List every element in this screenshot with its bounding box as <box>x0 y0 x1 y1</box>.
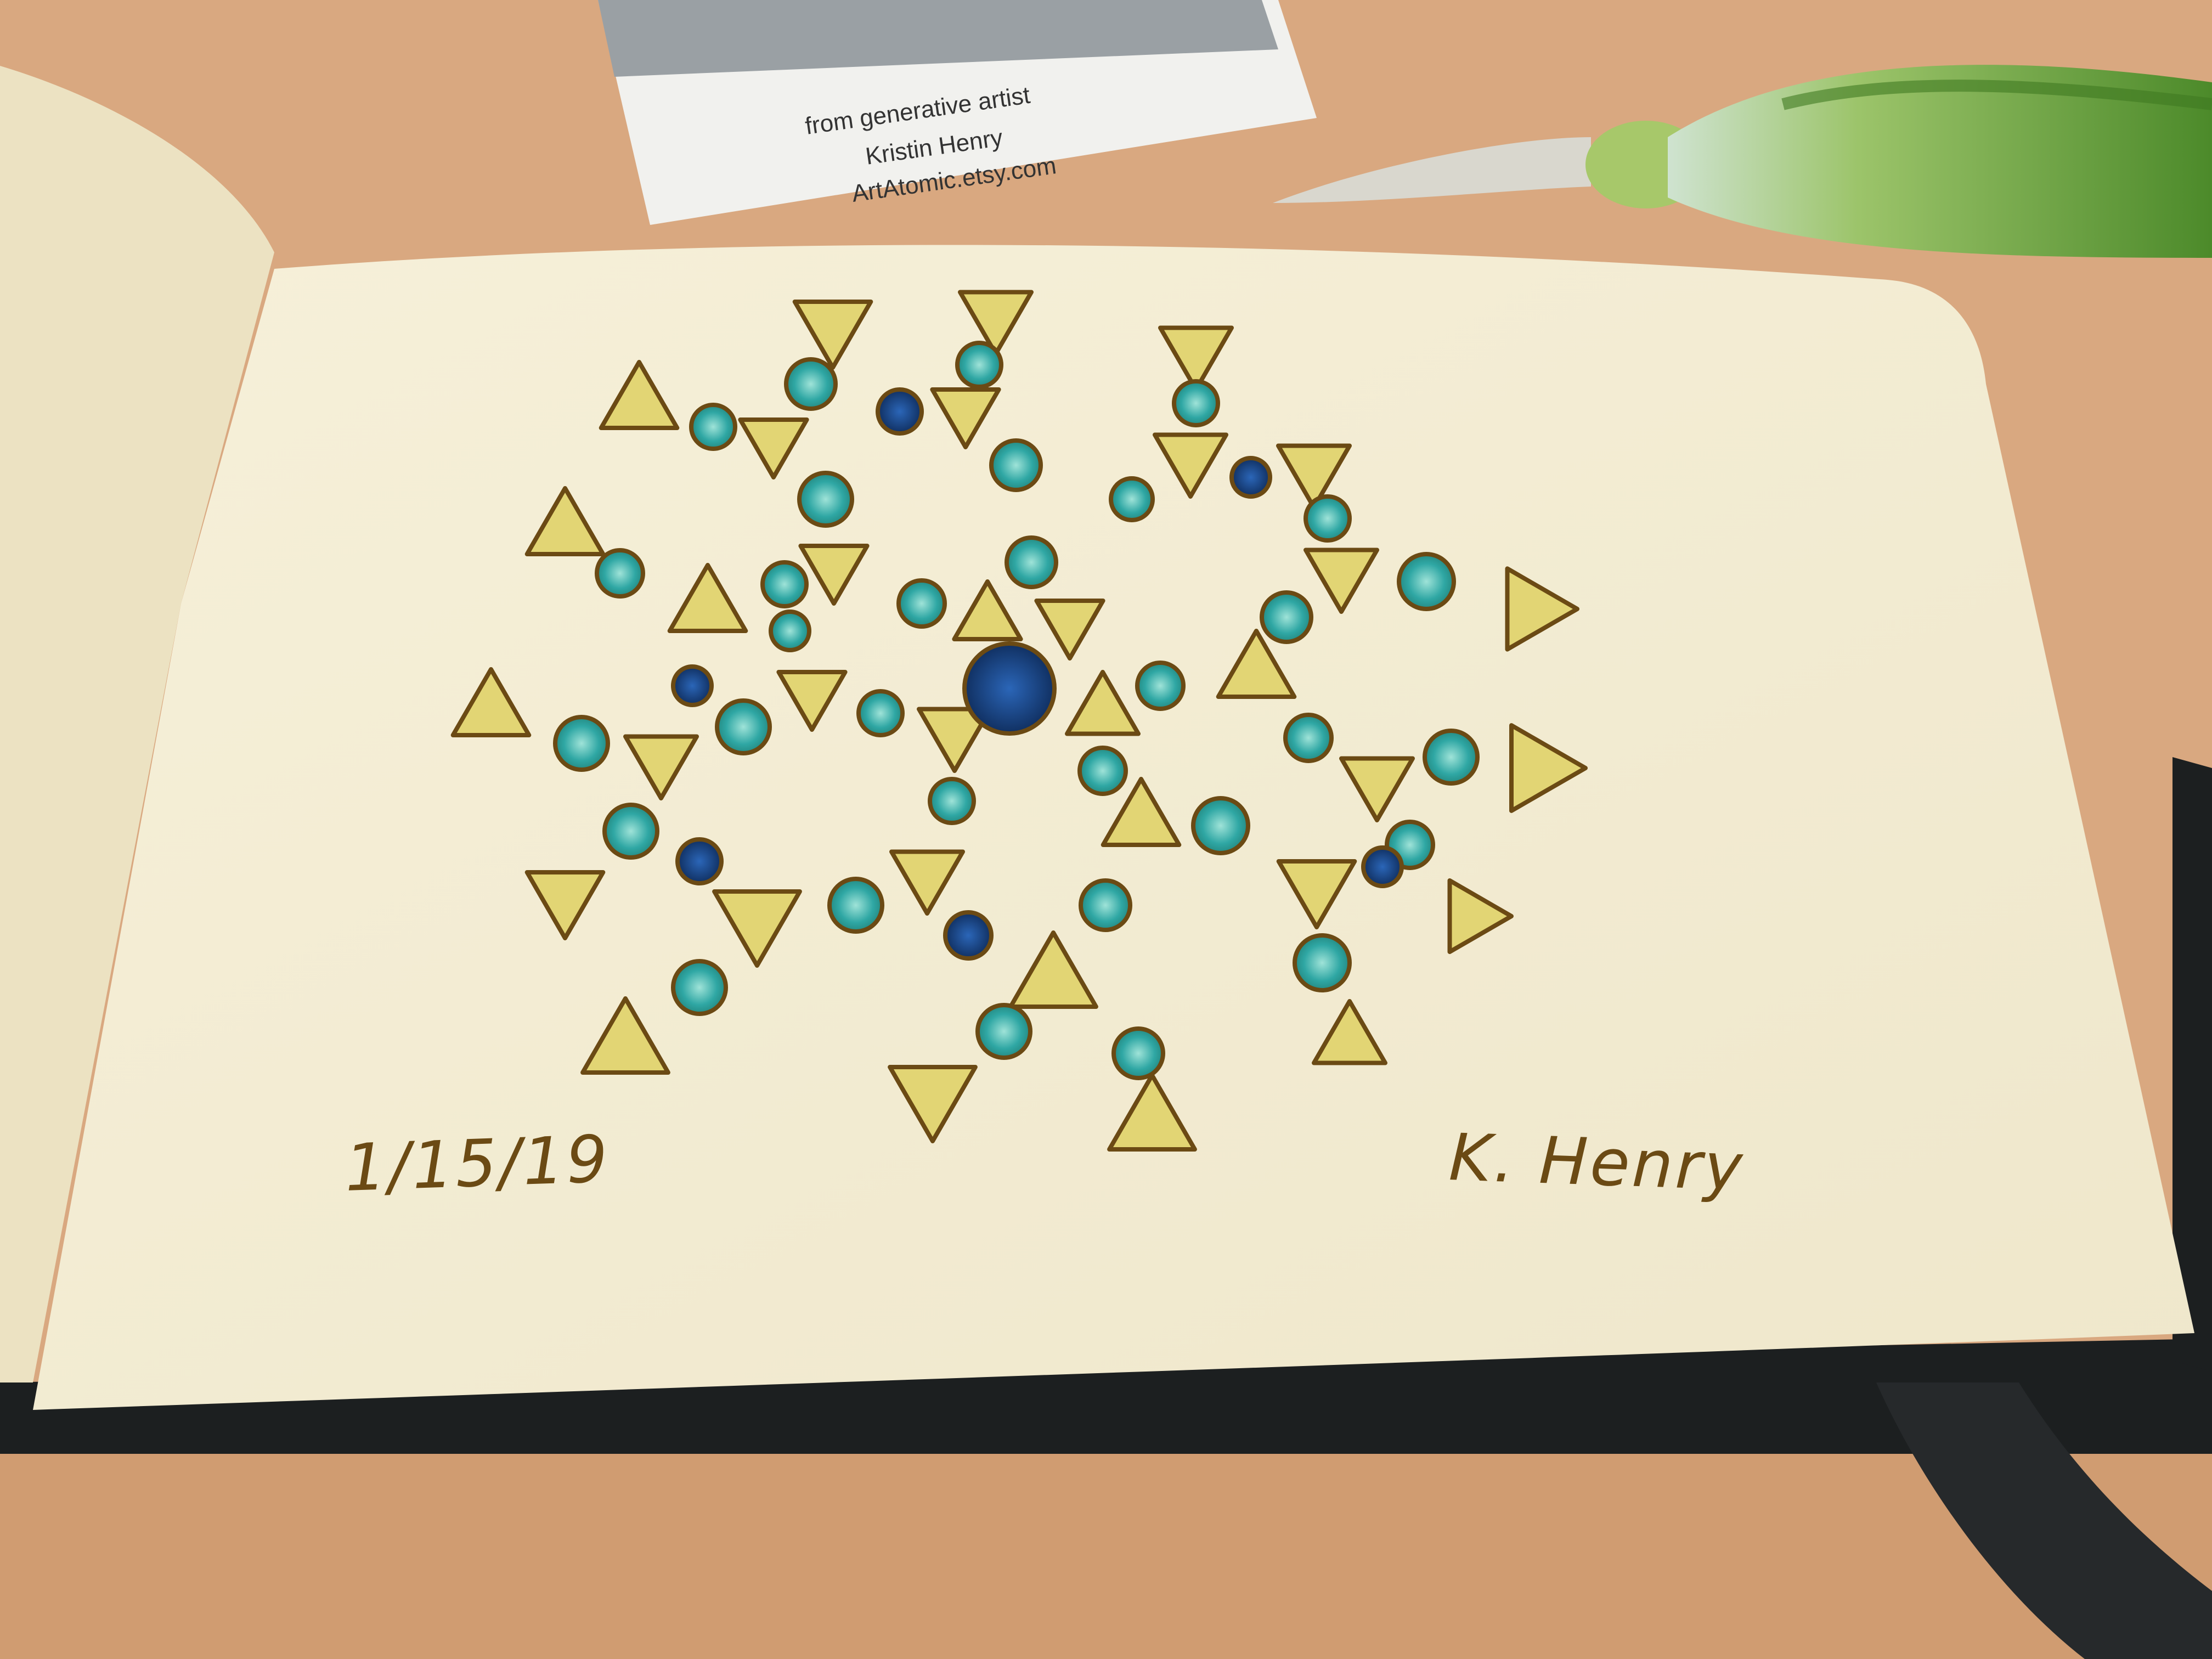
triangle-shape <box>1312 999 1387 1065</box>
dot-shape <box>1304 494 1352 543</box>
triangle-shape <box>1509 723 1588 813</box>
dark-dot-shape <box>943 910 994 961</box>
dot-shape <box>1191 796 1250 855</box>
dot-shape <box>671 959 728 1016</box>
dark-dot-shape <box>962 641 1057 736</box>
dot-shape <box>1283 713 1334 763</box>
dot-shape <box>1005 535 1058 589</box>
triangle-shape <box>930 387 1001 449</box>
dot-shape <box>1079 878 1132 932</box>
dot-shape <box>856 689 905 737</box>
dot-shape <box>784 357 838 411</box>
triangle-shape <box>1153 432 1228 499</box>
triangle-shape <box>889 849 965 916</box>
dot-shape <box>955 341 1003 389</box>
triangle-shape <box>450 667 532 737</box>
triangle-shape <box>952 579 1023 641</box>
triangle-shape <box>1304 548 1379 614</box>
dot-shape <box>797 471 854 528</box>
triangle-shape <box>580 996 670 1075</box>
dot-shape <box>760 560 809 608</box>
dot-shape <box>1109 476 1155 522</box>
business-card: from generative artist Kristin Henry Art… <box>598 0 1317 225</box>
dot-shape <box>595 548 645 599</box>
dot-shape <box>553 715 610 772</box>
triangle-shape <box>888 1065 978 1143</box>
left-page <box>0 66 274 1383</box>
triangle-shape <box>1065 670 1141 736</box>
artist-signature: K. Henry <box>1448 1119 1746 1205</box>
dot-shape <box>1260 590 1313 644</box>
triangle-shape <box>599 360 680 430</box>
dark-dot-shape <box>1229 456 1272 499</box>
triangle-shape <box>798 544 870 606</box>
triangle-shape <box>792 300 873 370</box>
triangle-shape <box>1276 443 1352 510</box>
ink-drawing <box>450 290 1588 1152</box>
triangle-shape <box>738 417 809 479</box>
dot-shape <box>689 403 737 451</box>
triangle-shape <box>958 290 1034 356</box>
dot-shape <box>715 698 772 755</box>
dot-shape <box>602 803 659 860</box>
dot-shape <box>1111 1026 1165 1080</box>
elastic-band <box>1876 1383 2212 1659</box>
dot-shape <box>1293 933 1352 992</box>
table-shade <box>0 1426 2212 1659</box>
dot-shape <box>928 777 976 825</box>
dot-shape <box>989 438 1043 492</box>
triangle-shape <box>1339 756 1415 822</box>
triangle-shape <box>667 563 748 633</box>
dot-shape <box>975 1003 1032 1060</box>
dot-shape <box>1423 729 1480 786</box>
triangle-shape <box>1505 566 1579 652</box>
drawing-date: 1/15/19 <box>343 1121 611 1206</box>
triangle-shape <box>1158 325 1234 392</box>
triangle-shape <box>1101 777 1182 847</box>
triangle-shape <box>524 870 606 940</box>
triangle-shape <box>1447 878 1514 954</box>
triangle-shape <box>1276 859 1357 929</box>
triangle-shape <box>1034 599 1105 661</box>
dot-shape <box>769 610 811 652</box>
triangle-shape <box>1216 629 1297 699</box>
dot-shape <box>1172 379 1220 427</box>
triangle-shape <box>1008 930 1098 1009</box>
triangle-shape <box>623 734 699 800</box>
dot-shape <box>1135 661 1186 711</box>
dot-shape <box>1397 552 1456 611</box>
triangle-shape <box>712 889 802 968</box>
glass-pen <box>1273 65 2212 258</box>
dot-shape <box>896 578 947 629</box>
dot-shape <box>1077 746 1128 796</box>
dark-dot-shape <box>671 664 714 707</box>
dark-dot-shape <box>675 837 724 885</box>
triangle-shape <box>524 486 606 556</box>
sketchbook <box>0 66 2212 1659</box>
dark-dot-shape <box>876 387 924 436</box>
dot-shape <box>827 877 884 934</box>
triangle-shape <box>1107 1073 1197 1152</box>
triangle-shape <box>776 670 848 732</box>
dark-dot-shape <box>1361 845 1404 888</box>
triangle-shape <box>917 707 992 773</box>
